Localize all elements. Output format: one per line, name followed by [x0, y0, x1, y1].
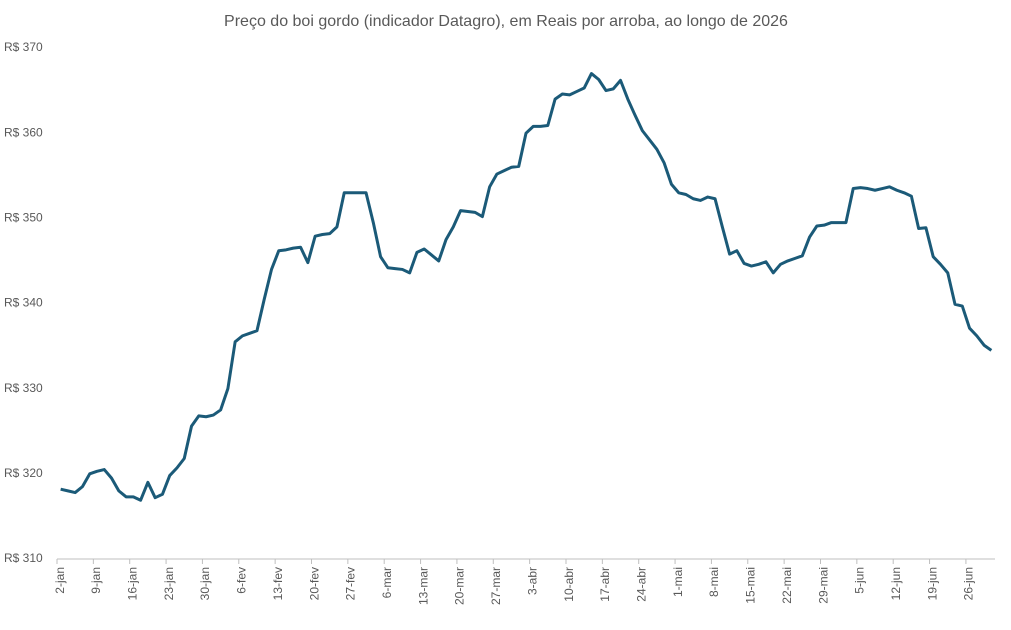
x-tick-label: 6-fev: [235, 567, 249, 594]
y-tick-label: R$ 350: [4, 211, 43, 225]
x-tick-label: 3-abr: [525, 567, 539, 595]
x-tick-label: 12-jun: [889, 567, 903, 600]
x-tick-label: 20-fev: [307, 567, 321, 600]
y-tick-label: R$ 340: [4, 296, 43, 310]
x-tick-label: 24-abr: [635, 567, 649, 602]
x-tick-label: 29-mai: [816, 567, 830, 604]
x-tick-label: 10-abr: [562, 567, 576, 602]
y-tick-label: R$ 330: [4, 381, 43, 395]
x-tick-label: 17-abr: [598, 567, 612, 602]
data-line: [60, 72, 993, 502]
x-tick-label: 23-jan: [162, 567, 176, 600]
x-tick-label: 5-jun: [853, 567, 867, 594]
x-tick-label: 22-mai: [780, 567, 794, 604]
y-tick-label: R$ 370: [4, 40, 43, 54]
x-tick-label: 13-fev: [271, 567, 285, 600]
x-tick-label: 13-mar: [416, 567, 430, 605]
x-tick-label: 15-mai: [744, 567, 758, 604]
x-tick-label: 20-mar: [453, 567, 467, 605]
y-tick-label: R$ 360: [4, 125, 43, 139]
x-tick-label: 6-mar: [380, 567, 394, 598]
x-tick-label: 19-jun: [925, 567, 939, 600]
x-tick-label: 8-mai: [707, 567, 721, 597]
x-tick-label: 27-fev: [344, 567, 358, 600]
y-tick-label: R$ 310: [4, 551, 43, 565]
chart-title: Preço do boi gordo (indicador Datagro), …: [224, 13, 788, 30]
x-tick-label: 1-mai: [671, 567, 685, 597]
x-tick-label: 9-jan: [89, 567, 103, 594]
x-tick-label: 30-jan: [198, 567, 212, 600]
x-tick-label: 27-mar: [489, 567, 503, 605]
x-tick-label: 2-jan: [53, 567, 67, 594]
x-tick-label: 26-jun: [962, 567, 976, 600]
x-tick-label: 16-jan: [126, 567, 140, 600]
y-tick-label: R$ 320: [4, 466, 43, 480]
